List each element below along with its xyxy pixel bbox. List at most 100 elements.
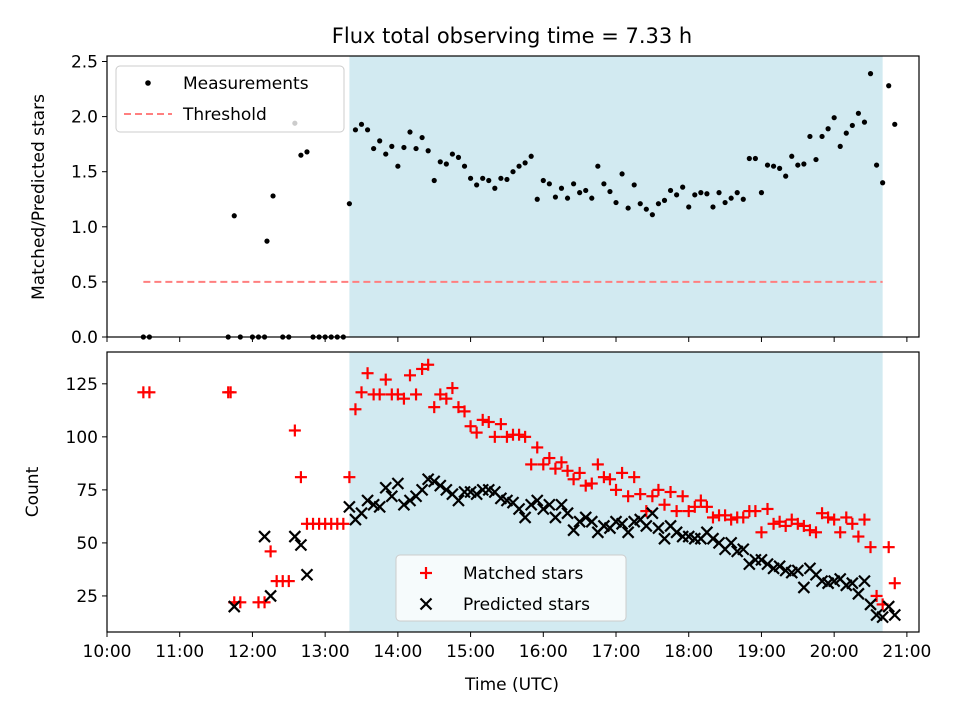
x-tick-label: 20:00 <box>810 642 859 662</box>
measurement-point <box>498 175 504 181</box>
matched-star-point <box>555 456 568 469</box>
measurement-point <box>661 197 668 203</box>
matched-star-point <box>597 471 610 484</box>
matched-star-point <box>482 416 495 428</box>
bottom-y-tick-label: 125 <box>66 375 98 395</box>
matched-star-point <box>470 426 483 439</box>
measurement-point <box>346 201 352 207</box>
measurement-point <box>407 129 413 135</box>
matched-star-point <box>622 490 635 503</box>
measurement-point <box>637 201 643 207</box>
measurement-point <box>552 194 559 200</box>
predicted-star-point <box>524 498 538 512</box>
measurement-point <box>371 145 377 152</box>
predicted-star-point <box>670 526 683 539</box>
legend-measurements-label: Measurements <box>183 74 309 94</box>
predicted-star-point <box>264 589 277 603</box>
predicted-star-point <box>652 521 665 535</box>
measurement-point <box>777 165 783 171</box>
predicted-star-point <box>736 542 750 556</box>
measurement-point <box>486 177 492 184</box>
measurement-point <box>649 212 655 218</box>
measurement-point <box>516 163 522 169</box>
predicted-star-point <box>391 477 405 490</box>
predicted-star-point <box>621 526 635 539</box>
matched-star-point <box>573 466 586 479</box>
top-axes-frame <box>106 55 920 338</box>
legend-matched-label: Matched stars <box>463 564 583 584</box>
measurement-point <box>825 126 831 132</box>
measurement-point <box>855 110 862 116</box>
measurement-point <box>861 119 868 125</box>
bottom-y-tick-label: 75 <box>76 481 98 501</box>
measurement-point <box>710 204 716 210</box>
matched-star-point <box>834 526 847 539</box>
matched-star-point <box>543 452 556 465</box>
predicted-star-point <box>415 483 429 497</box>
measurement-point <box>886 83 892 89</box>
measurement-point <box>686 204 692 210</box>
matched-star-point <box>513 428 526 441</box>
predicted-star-point <box>852 587 865 601</box>
top-y-tick-label: 2.0 <box>71 108 98 128</box>
bottom-y-tick-label: 100 <box>66 428 98 448</box>
top-y-tick-label: 1.5 <box>71 163 98 183</box>
predicted-star-point <box>397 498 411 512</box>
measurement-point <box>270 193 276 199</box>
measurement-point <box>577 190 583 196</box>
predicted-star-point <box>585 515 599 528</box>
x-tick-label: 21:00 <box>882 642 931 662</box>
predicted-star-point <box>646 506 659 520</box>
matched-star-point <box>234 596 247 609</box>
predicted-star-point <box>288 530 302 543</box>
matched-star-point <box>500 430 513 443</box>
measurement-point <box>734 190 740 196</box>
measurement-point <box>795 162 801 168</box>
matched-star-point <box>864 541 877 554</box>
matched-star-point <box>797 519 810 532</box>
predicted-star-point <box>361 494 374 507</box>
matched-star-point <box>700 500 713 513</box>
matched-star-point <box>779 519 792 532</box>
measurement-point <box>231 213 237 219</box>
x-tick-label: 12:00 <box>228 642 277 662</box>
x-tick-label: 13:00 <box>301 642 350 662</box>
predicted-star-point <box>876 610 889 624</box>
matched-star-point <box>858 513 871 526</box>
measurement-point <box>437 159 443 165</box>
matched-star-point <box>337 517 350 530</box>
matched-star-point <box>688 500 701 513</box>
matched-star-point <box>349 403 362 416</box>
matched-star-point <box>616 466 629 479</box>
measurement-point <box>583 187 589 194</box>
predicted-star-point <box>658 532 671 545</box>
predicted-star-point <box>543 498 556 512</box>
matched-star-point <box>846 517 859 530</box>
legend-threshold-label: Threshold <box>182 105 267 125</box>
matched-star-point <box>773 515 786 528</box>
predicted-star-point <box>755 553 768 567</box>
matched-star-point <box>628 471 641 484</box>
measurement-point <box>770 163 777 169</box>
x-tick-label: 11:00 <box>155 642 204 662</box>
matched-star-point <box>761 502 774 515</box>
legend-predicted-cross <box>419 597 433 611</box>
predicted-star-point <box>294 538 308 552</box>
matched-star-point <box>706 511 719 524</box>
measurement-point <box>601 181 607 187</box>
measurement-point <box>880 180 886 186</box>
measurement-point <box>455 154 462 160</box>
matched-star-point <box>476 413 489 426</box>
legend-predicted-label: Predicted stars <box>463 595 590 615</box>
measurement-point <box>492 185 498 191</box>
predicted-star-points <box>227 472 902 624</box>
predicted-star-point <box>579 511 592 524</box>
matched-star-point <box>428 401 441 414</box>
measurement-point <box>728 195 734 201</box>
measurement-point <box>704 191 710 197</box>
matched-star-point <box>494 418 507 431</box>
predicted-star-point <box>434 479 447 492</box>
matched-star-point <box>585 477 598 490</box>
measurement-point <box>467 175 474 181</box>
predicted-star-point <box>549 511 562 524</box>
